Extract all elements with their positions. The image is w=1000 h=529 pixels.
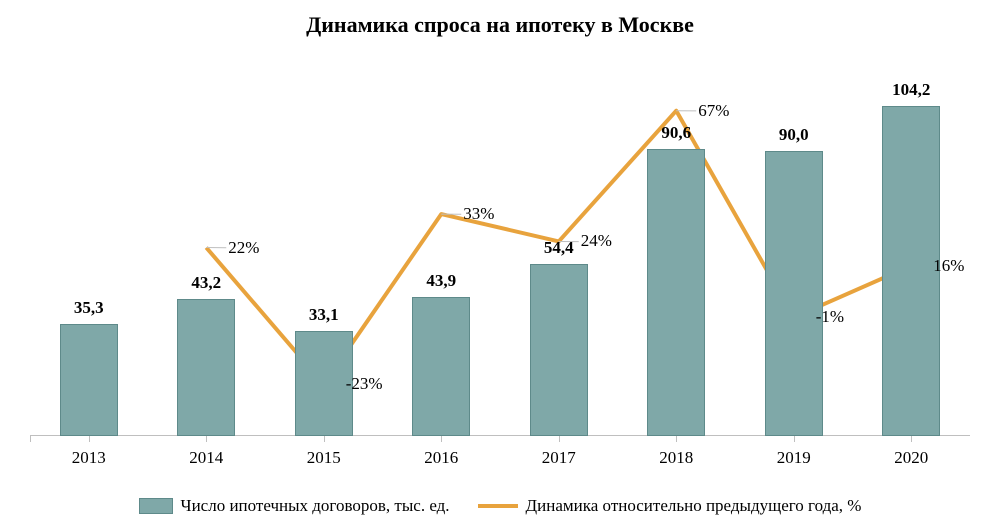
bar xyxy=(60,324,118,436)
line-value-label: 33% xyxy=(463,204,494,224)
legend-label-line: Динамика относительно предыдущего года, … xyxy=(526,496,862,516)
x-axis-label: 2015 xyxy=(307,448,341,468)
bar-value-label: 90,6 xyxy=(661,123,691,143)
x-axis-label: 2016 xyxy=(424,448,458,468)
bar-value-label: 90,0 xyxy=(779,125,809,145)
bar xyxy=(177,299,235,436)
x-axis-tick xyxy=(324,436,325,442)
bar-value-label: 104,2 xyxy=(892,80,930,100)
line-value-label: -1% xyxy=(816,307,844,327)
legend-item-line: Динамика относительно предыдущего года, … xyxy=(478,496,862,516)
x-axis-label: 2020 xyxy=(894,448,928,468)
bar xyxy=(530,264,588,436)
line-value-label: 24% xyxy=(581,231,612,251)
line-value-label: 22% xyxy=(228,238,259,258)
chart-title: Динамика спроса на ипотеку в Москве xyxy=(0,12,1000,38)
x-axis-tick xyxy=(559,436,560,442)
bar-value-label: 35,3 xyxy=(74,298,104,318)
legend-label-bars: Число ипотечных договоров, тыс. ед. xyxy=(181,496,450,516)
chart-plot-area: 201335,3201443,2201533,1201643,9201754,4… xyxy=(30,56,970,436)
bar-value-label: 54,4 xyxy=(544,238,574,258)
bar xyxy=(412,297,470,436)
chart-root: Динамика спроса на ипотеку в Москве 2013… xyxy=(0,0,1000,529)
x-axis-tick xyxy=(911,436,912,442)
x-axis-tick xyxy=(89,436,90,442)
x-axis-tick xyxy=(30,436,31,442)
legend-swatch-line xyxy=(478,504,518,508)
bar xyxy=(295,331,353,436)
bar-value-label: 43,9 xyxy=(426,271,456,291)
x-axis-label: 2014 xyxy=(189,448,223,468)
x-axis-label: 2018 xyxy=(659,448,693,468)
line-value-label: 67% xyxy=(698,101,729,121)
line-value-label: -23% xyxy=(346,374,383,394)
x-axis-tick xyxy=(441,436,442,442)
line-series-layer xyxy=(30,56,970,436)
bar xyxy=(765,151,823,436)
x-axis-label: 2019 xyxy=(777,448,811,468)
legend-swatch-bar xyxy=(139,498,173,514)
line-value-label: 16% xyxy=(933,256,964,276)
x-axis-tick xyxy=(676,436,677,442)
x-axis-tick xyxy=(206,436,207,442)
x-axis-label: 2013 xyxy=(72,448,106,468)
legend-item-bars: Число ипотечных договоров, тыс. ед. xyxy=(139,496,450,516)
bar xyxy=(647,149,705,436)
chart-legend: Число ипотечных договоров, тыс. ед. Дина… xyxy=(0,496,1000,516)
x-axis-label: 2017 xyxy=(542,448,576,468)
bar-value-label: 43,2 xyxy=(191,273,221,293)
bar xyxy=(882,106,940,436)
bar-value-label: 33,1 xyxy=(309,305,339,325)
x-axis-tick xyxy=(794,436,795,442)
